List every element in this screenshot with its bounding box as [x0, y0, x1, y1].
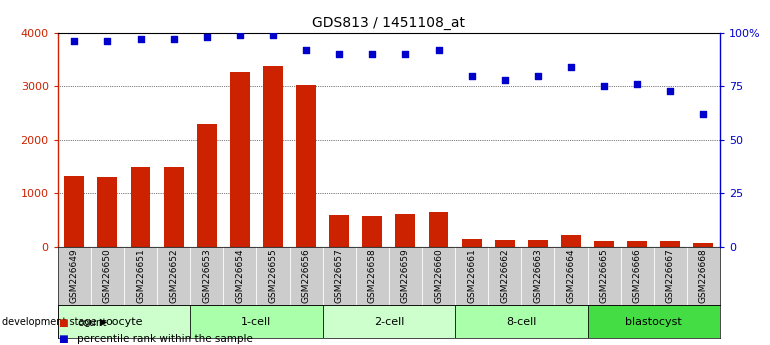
- Text: GSM226662: GSM226662: [500, 248, 509, 303]
- Point: [400, 51, 412, 57]
- Bar: [694, 243, 713, 247]
- Bar: [296, 85, 316, 247]
- Bar: [455, 305, 588, 338]
- Bar: [263, 66, 283, 247]
- Text: GSM226659: GSM226659: [401, 248, 410, 303]
- Text: ■: ■: [58, 334, 68, 344]
- Point: [68, 39, 81, 44]
- Point: [267, 32, 280, 38]
- Point: [333, 51, 346, 57]
- Bar: [661, 241, 680, 247]
- Text: GSM226654: GSM226654: [236, 248, 244, 303]
- Text: count: count: [77, 318, 106, 327]
- Bar: [628, 241, 647, 247]
- Title: GDS813 / 1451108_at: GDS813 / 1451108_at: [313, 16, 465, 30]
- Point: [499, 77, 511, 82]
- Point: [465, 73, 477, 78]
- Point: [664, 88, 677, 93]
- Bar: [396, 214, 415, 247]
- Bar: [131, 167, 150, 247]
- Text: GSM226661: GSM226661: [467, 248, 476, 303]
- Bar: [58, 305, 190, 338]
- Bar: [197, 124, 216, 247]
- Text: oocyte: oocyte: [105, 317, 142, 327]
- Point: [200, 34, 213, 40]
- Text: GSM226650: GSM226650: [103, 248, 112, 303]
- Text: percentile rank within the sample: percentile rank within the sample: [77, 334, 253, 344]
- Bar: [98, 177, 117, 247]
- Text: GSM226663: GSM226663: [534, 248, 542, 303]
- Text: GSM226649: GSM226649: [70, 248, 79, 303]
- Bar: [594, 241, 614, 247]
- Point: [135, 37, 147, 42]
- Text: blastocyst: blastocyst: [625, 317, 682, 327]
- Point: [698, 111, 710, 117]
- Text: GSM226665: GSM226665: [600, 248, 608, 303]
- Bar: [65, 176, 84, 247]
- Text: GSM226651: GSM226651: [136, 248, 145, 303]
- Point: [598, 83, 611, 89]
- Point: [367, 51, 379, 57]
- Text: 1-cell: 1-cell: [241, 317, 272, 327]
- Text: ■: ■: [58, 318, 68, 327]
- Bar: [164, 167, 183, 247]
- Text: 2-cell: 2-cell: [373, 317, 404, 327]
- Text: GSM226666: GSM226666: [633, 248, 641, 303]
- Point: [234, 32, 246, 38]
- Point: [102, 39, 114, 44]
- Point: [433, 47, 445, 53]
- Text: development stage ▶: development stage ▶: [2, 317, 107, 327]
- Bar: [588, 305, 720, 338]
- Bar: [495, 240, 514, 247]
- Bar: [323, 305, 455, 338]
- Point: [565, 64, 578, 70]
- Bar: [528, 240, 547, 247]
- Text: GSM226656: GSM226656: [302, 248, 310, 303]
- Text: GSM226657: GSM226657: [335, 248, 343, 303]
- Bar: [462, 239, 481, 247]
- Text: GSM226668: GSM226668: [699, 248, 708, 303]
- Text: GSM226660: GSM226660: [434, 248, 443, 303]
- Point: [300, 47, 313, 53]
- Text: GSM226655: GSM226655: [269, 248, 277, 303]
- Text: GSM226658: GSM226658: [368, 248, 377, 303]
- Bar: [429, 213, 448, 247]
- Text: GSM226667: GSM226667: [666, 248, 675, 303]
- Bar: [561, 235, 581, 247]
- Text: GSM226653: GSM226653: [203, 248, 211, 303]
- Text: GSM226652: GSM226652: [169, 248, 178, 303]
- Point: [168, 37, 180, 42]
- Point: [531, 73, 544, 78]
- Bar: [330, 215, 349, 247]
- Bar: [230, 72, 249, 247]
- Bar: [363, 216, 382, 247]
- Text: 8-cell: 8-cell: [506, 317, 537, 327]
- Bar: [190, 305, 323, 338]
- Text: GSM226664: GSM226664: [567, 248, 575, 303]
- Point: [631, 81, 644, 87]
